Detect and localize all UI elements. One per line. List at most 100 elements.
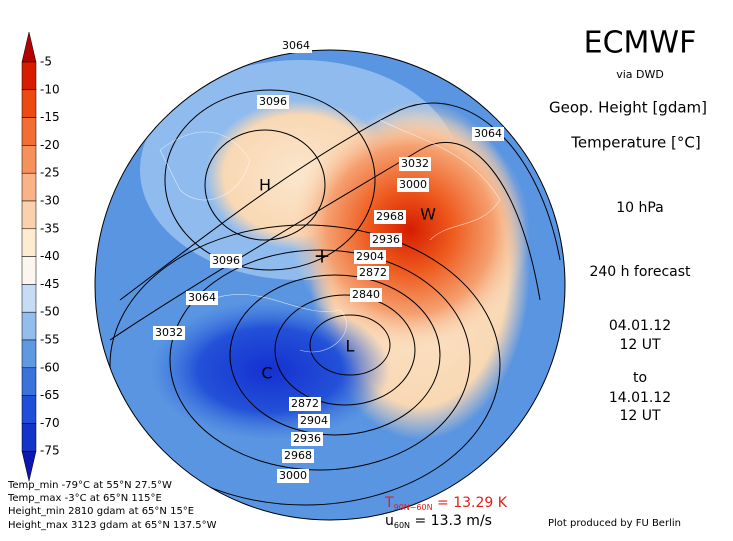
pressure-marker: H: [259, 176, 271, 195]
colorbar-label: -20: [40, 138, 60, 152]
colorbar-segment: [21, 311, 37, 341]
parameter: Geop. Height [gdam]: [549, 99, 707, 117]
colorbar-label: -10: [40, 82, 60, 96]
contour-label: 3064: [474, 127, 502, 140]
colorbar-segment: [21, 172, 37, 202]
contour-label: 3000: [399, 178, 427, 191]
stat-line: Height_max 3123 gdam at 65°N 137.5°W: [8, 520, 217, 531]
pressure-marker: C: [261, 364, 272, 383]
contour-label-box: [153, 326, 185, 340]
colorbar: -5 -10 -15 -20 -25 -30 -35 -40 -45 -50 -55 -60 -65 -7…: [21, 31, 60, 482]
colorbar-label: -55: [40, 333, 60, 347]
colorbar-label: -65: [40, 388, 60, 402]
contour-label: 2872: [359, 266, 387, 279]
contour-label-box: [399, 157, 431, 171]
credit: Plot produced by FU Berlin: [548, 518, 681, 529]
contour-label-box: [257, 95, 289, 109]
contour-label: 2904: [300, 414, 328, 427]
colorbar-segment: [21, 228, 37, 257]
contour-label-box: [291, 432, 323, 446]
pressure-marker: L: [346, 337, 355, 356]
stat-line: Height_min 2810 gdam at 65°N 15°E: [8, 506, 194, 517]
contour-label-box: [357, 266, 389, 280]
title: ECMWF: [584, 26, 697, 61]
contour-label-box: [354, 250, 386, 264]
colorbar-segment: [21, 117, 37, 146]
map-border: [94, 49, 566, 521]
stat-line: Temp_min -79°C at 55°N 27.5°W: [7, 480, 172, 491]
colorbar-segment: [21, 145, 37, 174]
contour-label-box: [374, 210, 406, 224]
colorbar-segment: [21, 423, 37, 452]
contour-label: 2968: [376, 210, 404, 223]
contour-label-box: [282, 449, 314, 463]
contour-label: 3096: [259, 95, 287, 108]
colorbar-label: -60: [40, 360, 60, 374]
colorbar-label: -75: [40, 444, 60, 458]
temp-value: = 13.29 K: [433, 495, 508, 511]
colorbar-segment: [21, 284, 37, 313]
colorbar-label: -50: [40, 305, 60, 319]
colorbar-segment: [21, 367, 37, 396]
colorbar-label: -25: [40, 166, 60, 180]
parameter: Temperature [°C]: [570, 134, 700, 152]
contour-label-box: [186, 291, 218, 305]
contour-label: 2936: [372, 233, 400, 246]
contour-label: 3000: [279, 469, 307, 482]
colorbar-label: -45: [40, 277, 60, 291]
valid-date: 14.01.12: [609, 390, 671, 406]
init-date: 04.01.12: [609, 318, 671, 334]
pressure-marker: W: [420, 205, 436, 224]
colorbar-label: -40: [40, 249, 60, 263]
pole-marker: +: [314, 244, 331, 268]
colorbar-cap: [21, 31, 37, 63]
colorbar-label: -5: [40, 55, 52, 69]
colorbar-segment: [21, 339, 37, 369]
valid-time: 12 UT: [619, 408, 661, 424]
level: 10 hPa: [616, 200, 664, 216]
contour-label-box: [280, 39, 312, 53]
map-disk: [95, 50, 565, 520]
contour-label: 3096: [212, 254, 240, 267]
contour-label-box: [289, 397, 321, 411]
colorbar-segment: [21, 395, 37, 424]
to: to: [633, 370, 647, 386]
init-time: 12 UT: [619, 337, 661, 353]
wind: u60N = 13.3 m/s: [385, 513, 492, 530]
colorbar-segment: [21, 61, 37, 91]
contour-label: 3032: [155, 326, 183, 339]
contour-label: 3064: [282, 39, 310, 52]
colorbar-label: -35: [40, 221, 60, 235]
temp-symbol: T: [384, 495, 394, 511]
colorbar-label: -15: [40, 110, 60, 124]
wind-subscript: 60N: [394, 521, 410, 530]
contour-label-box: [210, 254, 242, 268]
contour-label-box: [277, 469, 309, 483]
wind-value: = 13.3 m/s: [410, 513, 492, 529]
contour-label-box: [298, 414, 330, 428]
colorbar-cap: [21, 450, 37, 482]
colorbar-segment: [21, 89, 37, 118]
contour-label: 2968: [284, 449, 312, 462]
contour-label-box: [350, 288, 382, 302]
contour-label-box: [397, 178, 429, 192]
temp-diff: T90N−60N = 13.29 K: [384, 495, 508, 512]
source: via DWD: [616, 68, 664, 81]
contour-label: 2872: [291, 397, 319, 410]
temp-subscript: 90N−60N: [394, 503, 433, 512]
contour-labels: 3064 3096 3064 3032 3000 2968 2936 2904 2872 2840…: [153, 39, 504, 483]
contour-label: 2840: [352, 288, 380, 301]
colorbar-label: -70: [40, 416, 60, 430]
contour-label: 3064: [188, 291, 216, 304]
contour-label: 2936: [293, 432, 321, 445]
forecast: 240 h forecast: [589, 264, 691, 280]
wind-symbol: u: [385, 513, 394, 529]
contour-label: 3032: [401, 157, 429, 170]
contour-label-box: [472, 127, 504, 141]
contour-label: 2904: [356, 250, 384, 263]
stat-line: Temp_max -3°C at 65°N 115°E: [7, 493, 162, 504]
contour-label-box: [370, 233, 402, 247]
colorbar-label: -30: [40, 194, 60, 208]
